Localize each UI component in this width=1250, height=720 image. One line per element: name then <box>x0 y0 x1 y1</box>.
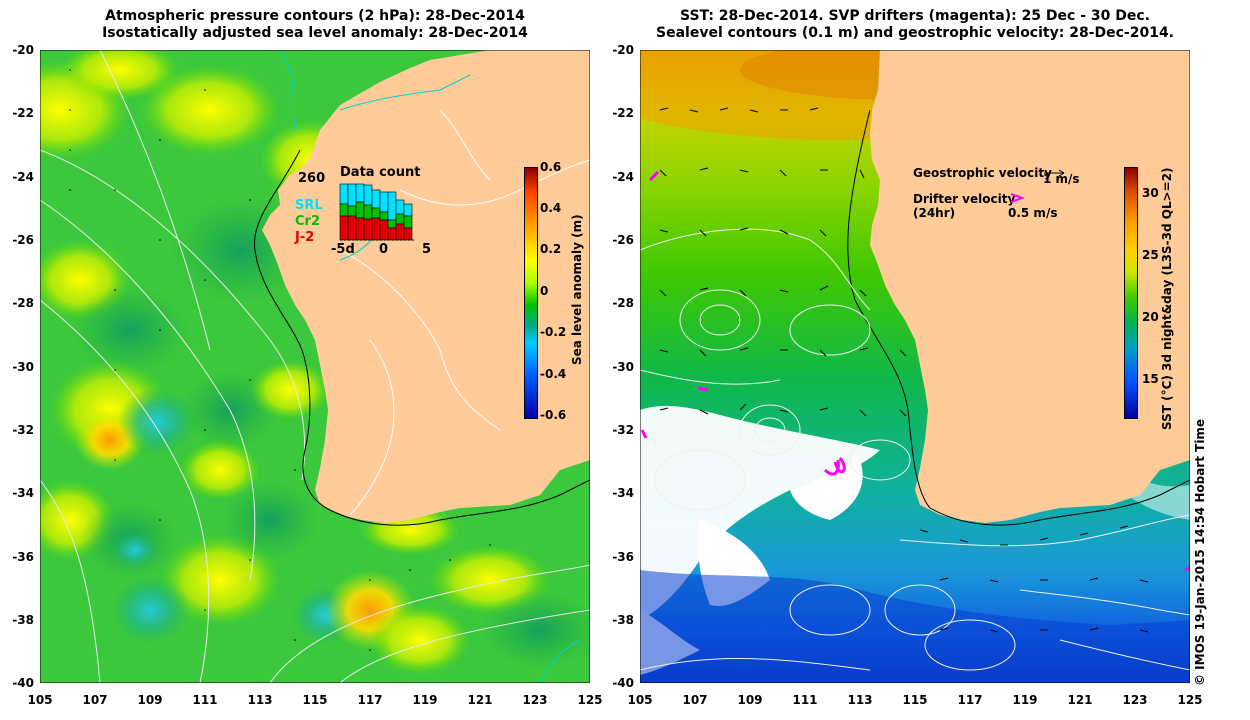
left-xtick: 121 <box>467 693 493 707</box>
data-count-xtick-neg5d: -5d <box>331 242 355 257</box>
right-xtick: 125 <box>1177 693 1203 707</box>
left-xtick: 125 <box>577 693 603 707</box>
shelf-contour <box>847 109 1191 526</box>
left-ytick: -28 <box>12 296 34 310</box>
right-title-line2: Sealevel contours (0.1 m) and geostrophi… <box>656 25 1174 41</box>
left-ytick: -26 <box>12 233 34 247</box>
data-count-histogram <box>339 183 416 241</box>
left-xtick: 123 <box>522 693 548 707</box>
pressure-contours <box>39 49 591 684</box>
left-map-svg <box>0 40 600 684</box>
right-xtick: 115 <box>902 693 928 707</box>
sst-map: Geostrophic velocity 1 m/s Drifter veloc… <box>580 20 1191 684</box>
right-map-svg <box>580 20 1191 684</box>
left-xtick: 105 <box>27 693 53 707</box>
right-ytick: -22 <box>612 106 634 120</box>
sst-colorbar <box>1124 167 1138 419</box>
sla-colorbar-tick-3: 0 <box>540 284 549 298</box>
right-xtick: 113 <box>847 693 873 707</box>
geostrophic-velocity-arrows <box>659 107 1149 633</box>
left-ytick: -36 <box>12 550 34 564</box>
sla-colorbar-label: Sea level anomaly (m) <box>570 214 584 365</box>
sst-colorbar-label: SST (°C) 3d night&day (L3S-3d QL>=2) <box>1160 167 1174 431</box>
right-ytick: -24 <box>612 170 634 184</box>
left-title-line1: Atmospheric pressure contours (2 hPa): 2… <box>105 8 525 24</box>
left-xtick: 115 <box>302 693 328 707</box>
left-ytick: -40 <box>12 676 34 690</box>
right-xtick: 107 <box>682 693 708 707</box>
right-xtick: 111 <box>792 693 818 707</box>
right-ytick: -40 <box>612 676 634 690</box>
inland-lines <box>339 109 591 516</box>
right-ytick: -20 <box>612 43 634 57</box>
sla-colorbar-tick-4: -0.2 <box>540 325 567 339</box>
right-xtick: 123 <box>1122 693 1148 707</box>
data-count-series-srl: SRL <box>295 198 323 213</box>
sst-colorbar-tick-20: 20 <box>1142 310 1159 324</box>
australia-land <box>262 50 590 523</box>
left-ytick: -38 <box>12 613 34 627</box>
sla-colorbar <box>524 167 538 419</box>
sealevel-contours <box>639 228 1191 671</box>
left-title-line2: Isostatically adjusted sea level anomaly… <box>102 25 528 41</box>
left-ytick: -30 <box>12 360 34 374</box>
left-xtick: 119 <box>412 693 438 707</box>
data-count-series-j2: J-2 <box>295 230 315 245</box>
right-ytick: -34 <box>612 486 634 500</box>
sla-colorbar-tick-2: 0.2 <box>540 242 562 256</box>
sla-colorbar-tick-1: 0.4 <box>540 201 562 215</box>
sst-colorbar-tick-25: 25 <box>1142 248 1159 262</box>
right-ytick: -36 <box>612 550 634 564</box>
left-xtick: 109 <box>137 693 163 707</box>
right-xtick: 117 <box>957 693 983 707</box>
left-ytick: -22 <box>12 106 34 120</box>
drifter-velocity-scale: 0.5 m/s <box>1008 206 1058 220</box>
drifter-velocity-label-24hr: (24hr) <box>913 206 956 220</box>
svp-drifter-tracks <box>640 170 1191 572</box>
drifter-velocity-scale-arrow <box>1010 193 1025 203</box>
left-xtick: 113 <box>247 693 273 707</box>
geostrophic-velocity-label: Geostrophic velocity <box>913 166 1052 180</box>
right-ytick: -30 <box>612 360 634 374</box>
left-ytick: -24 <box>12 170 34 184</box>
left-ytick: -20 <box>12 43 34 57</box>
atmos-contour-cyan <box>279 49 296 131</box>
left-xtick: 107 <box>82 693 108 707</box>
right-title-line1: SST: 28-Dec-2014. SVP drifters (magenta)… <box>680 8 1150 24</box>
data-count-xtick-5: 5 <box>422 242 432 257</box>
data-count-title: Data count <box>340 165 421 180</box>
right-ytick: -32 <box>612 423 634 437</box>
left-xtick: 111 <box>192 693 218 707</box>
right-xtick: 121 <box>1067 693 1093 707</box>
left-ytick: -32 <box>12 423 34 437</box>
imos-credit: © IMOS 19-Jan-2015 14:54 Hobart Time <box>1193 418 1207 686</box>
drifter-velocity-label: Drifter velocity <box>913 192 1016 206</box>
sla-colorbar-tick-0: 0.6 <box>540 160 562 174</box>
sla-colorbar-tick-5: -0.4 <box>540 367 567 381</box>
right-xtick: 105 <box>627 693 653 707</box>
data-count-max: 260 <box>298 171 326 186</box>
left-xtick: 117 <box>357 693 383 707</box>
left-ytick: -34 <box>12 486 34 500</box>
sla-colorbar-tick-6: -0.6 <box>540 408 567 422</box>
right-xtick: 119 <box>1012 693 1038 707</box>
geostrophic-velocity-scale-arrow <box>1044 169 1065 177</box>
right-ytick: -26 <box>612 233 634 247</box>
sst-colorbar-tick-15: 15 <box>1142 372 1159 386</box>
track-dots <box>69 69 491 651</box>
right-xtick: 109 <box>737 693 763 707</box>
geostrophic-velocity-scale: 1 m/s <box>1043 172 1080 186</box>
data-count-xtick-0: 0 <box>379 242 389 257</box>
data-count-series-cr2: Cr2 <box>295 214 320 229</box>
sea-level-anomaly-map: Data count 260 SRL Cr2 J-2 -5d 0 5 0.6 0… <box>0 40 600 684</box>
australia-land <box>870 50 1190 523</box>
right-ytick: -38 <box>612 613 634 627</box>
shelf-contour <box>253 149 591 526</box>
sst-colorbar-tick-30: 30 <box>1142 186 1159 200</box>
right-ytick: -28 <box>612 296 634 310</box>
